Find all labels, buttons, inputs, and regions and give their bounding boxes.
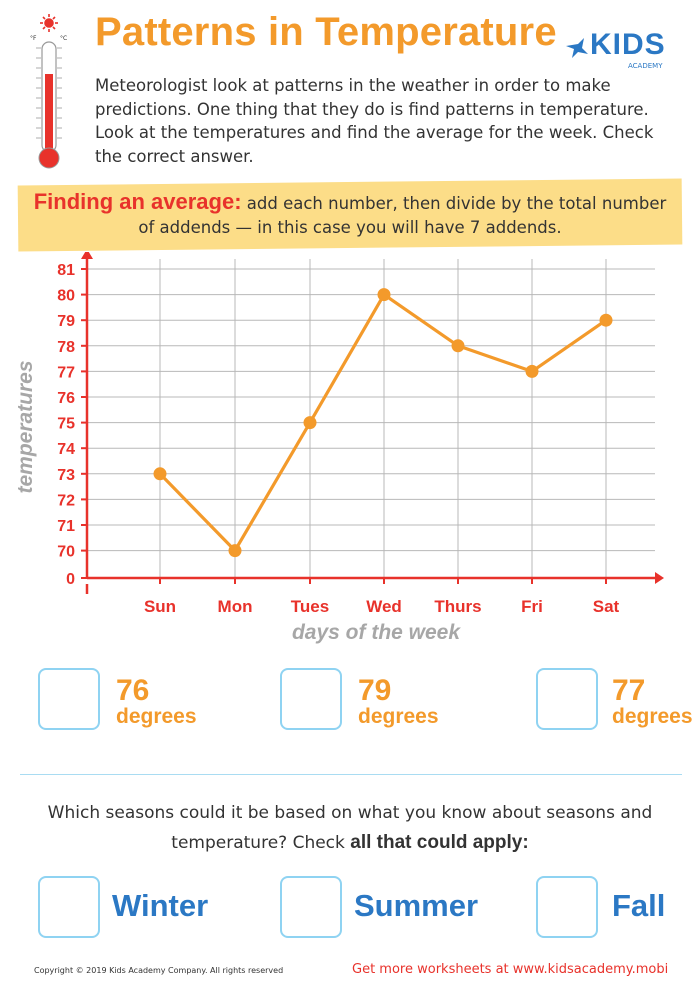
answer-option-1: 76 degrees (116, 676, 197, 728)
answer-unit: degrees (358, 705, 439, 728)
section-divider (20, 774, 682, 775)
x-tick-label: Sun (144, 597, 176, 616)
logo-text: KIDS (590, 28, 666, 61)
data-point-thurs (451, 339, 465, 353)
chart-grid (87, 259, 655, 578)
sun-icon (40, 14, 58, 32)
season-checkbox-winter[interactable] (38, 876, 100, 938)
answer-unit: degrees (116, 705, 197, 728)
y-axis-arrow (81, 252, 93, 259)
thermometer-c-label: °C (60, 35, 67, 42)
y-tick-label: 78 (57, 339, 75, 356)
x-tick-label: Thurs (434, 597, 481, 616)
question-emphasis: all that could apply: (350, 832, 529, 853)
answer-number: 79 (358, 674, 392, 707)
season-label-summer: Summer (354, 888, 479, 923)
answer-checkbox-1[interactable] (38, 668, 100, 730)
answer-checkbox-2[interactable] (280, 668, 342, 730)
temperature-chart: 81 80 79 78 77 76 75 74 73 72 71 70 0 Sun Mon Tues Wed T… (14, 252, 664, 644)
star-icon (566, 38, 588, 58)
y-tick-label: 70 (57, 544, 75, 561)
data-point-mon (228, 544, 242, 558)
logo-subtext: ACADEMY (628, 62, 663, 70)
y-tick-label: 76 (57, 390, 75, 407)
y-tick-label: 75 (57, 416, 75, 433)
y-tick-label: 0 (66, 571, 75, 588)
data-point-sat (599, 313, 613, 327)
x-tick-label: Tues (291, 597, 329, 616)
answer-option-2: 79 degrees (358, 676, 439, 728)
hint-banner-body: add each number, then divide by the tota… (138, 194, 667, 237)
page-title: Patterns in Temperature (95, 10, 557, 54)
data-point-fri (525, 364, 539, 378)
y-tick-label: 71 (57, 518, 75, 535)
x-tick-label: Sat (593, 597, 620, 616)
data-point-sun (153, 467, 167, 481)
hint-banner-text: Finding an average: add each number, the… (30, 190, 670, 240)
copyright-text: Copyright © 2019 Kids Academy Company. A… (34, 966, 284, 975)
answer-number: 77 (612, 674, 646, 707)
seasons-question: Which seasons could it be based on what … (40, 798, 660, 858)
answer-option-3: 77 degrees (612, 676, 693, 728)
y-tick-label: 81 (57, 262, 75, 279)
y-tick-label: 74 (57, 441, 75, 458)
answer-unit: degrees (612, 705, 693, 728)
data-point-tues (303, 416, 317, 430)
y-tick-label: 72 (57, 492, 75, 509)
hint-banner-key: Finding an average: (33, 189, 242, 214)
x-tick-label: Fri (521, 597, 543, 616)
chart-axes (81, 252, 664, 594)
y-axis-label: temperatures (14, 360, 37, 493)
season-label-fall: Fall (612, 888, 666, 923)
series-temperatures (153, 288, 613, 558)
y-tick-label: 73 (57, 467, 75, 484)
thermometer-icon: °F °C (30, 14, 67, 169)
worksheets-link[interactable]: Get more worksheets at www.kidsacademy.m… (352, 962, 669, 977)
intro-paragraph: Meteorologist look at patterns in the we… (95, 76, 654, 166)
season-checkbox-fall[interactable] (536, 876, 598, 938)
y-tick-label: 77 (57, 364, 75, 381)
y-tick-label: 80 (57, 288, 75, 305)
season-label-winter: Winter (112, 888, 209, 923)
x-axis-arrow (655, 572, 664, 584)
x-tick-labels: Sun Mon Tues Wed Thurs Fri Sat (144, 597, 620, 616)
y-tick-labels: 81 80 79 78 77 76 75 74 73 72 71 70 0 (57, 262, 75, 588)
data-point-wed (377, 288, 391, 302)
answer-number: 76 (116, 674, 150, 707)
season-checkbox-summer[interactable] (280, 876, 342, 938)
kids-academy-logo: KIDS ACADEMY (566, 28, 666, 70)
x-tick-label: Mon (218, 597, 253, 616)
x-axis-label: days of the week (292, 621, 461, 644)
x-tick-label: Wed (366, 597, 402, 616)
question-text: Which seasons could it be based on what … (47, 803, 653, 853)
answer-checkbox-3[interactable] (536, 668, 598, 730)
thermometer-f-label: °F (30, 35, 37, 42)
y-tick-label: 79 (57, 313, 75, 330)
